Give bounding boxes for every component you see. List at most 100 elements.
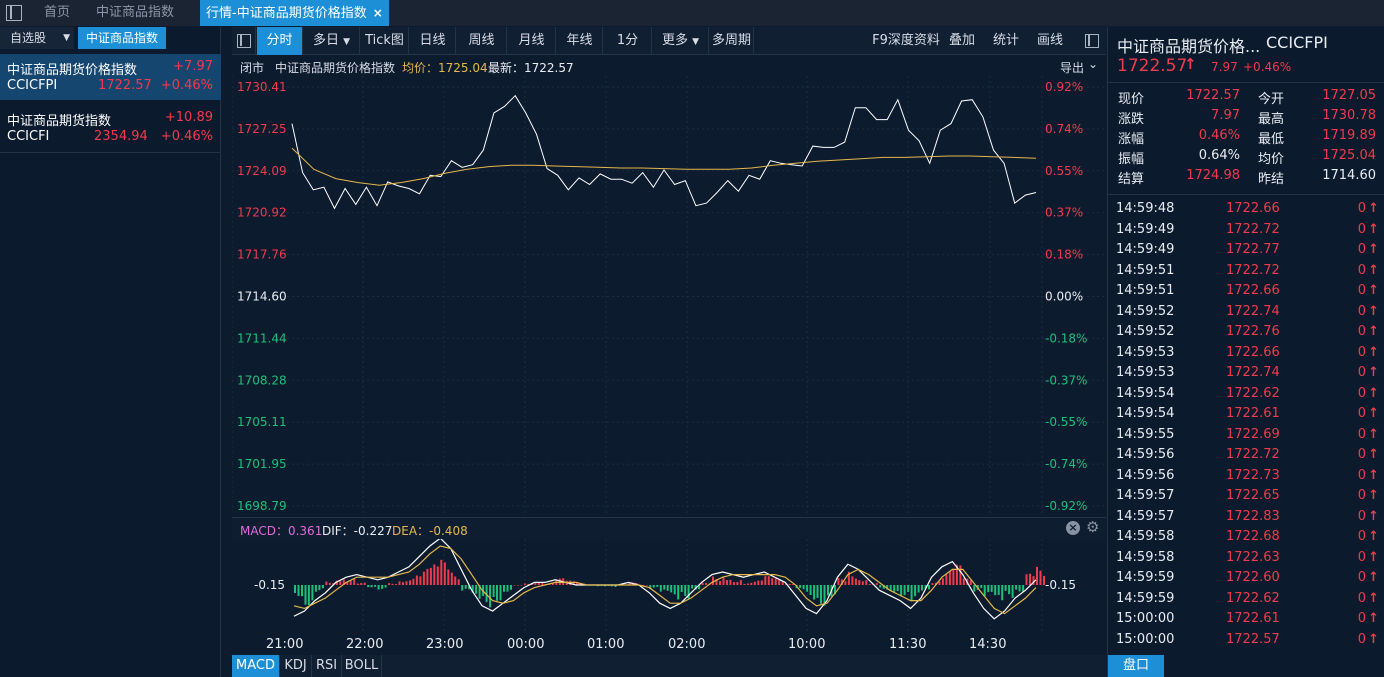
macd-chart[interactable]: -0.15 -0.15 xyxy=(232,539,1106,631)
macd-bar xyxy=(914,585,917,597)
macd-bar xyxy=(691,585,694,589)
watchlist-dropdown[interactable]: 自选股 ▼ xyxy=(0,27,74,49)
tick-volume: 0 xyxy=(1357,549,1366,565)
y-tick-label: 1730.41 xyxy=(237,80,287,94)
macd-bar xyxy=(321,585,324,589)
list-item[interactable]: 中证商品期货指数 +10.89 CCICFI 2354.94 +0.46% xyxy=(0,105,221,151)
macd-bar xyxy=(788,583,791,585)
macd-bar xyxy=(398,581,401,585)
sidebar-toggle-icon[interactable] xyxy=(6,5,22,21)
tick-price: 1722.57 xyxy=(1226,631,1280,647)
macd-bar xyxy=(931,583,934,585)
tick-price: 1722.76 xyxy=(1226,324,1280,339)
tab-tick[interactable]: Tick图 xyxy=(361,27,409,55)
tick-volume: 0 xyxy=(1357,426,1366,442)
macd-bar xyxy=(576,582,579,585)
tab-multi-day[interactable]: 多日 ▼ xyxy=(304,27,360,55)
tick-time: 14:59:58 xyxy=(1116,549,1175,565)
macd-header: MACD：0.361 DIF：-0.227 DEA：-0.408 × ⚙ xyxy=(232,517,1106,539)
tab-boll[interactable]: BOLL xyxy=(342,655,382,677)
tab-more-label: 更多 xyxy=(661,33,688,48)
tick-row: 14:59:59 1722.60 0 ↑ xyxy=(1116,570,1380,591)
tab-multi-period[interactable]: 多周期 xyxy=(710,27,754,55)
tick-volume: 0 xyxy=(1357,570,1366,585)
macd-bar xyxy=(534,582,537,585)
gear-icon[interactable]: ⚙ xyxy=(1086,518,1100,536)
macd-bar xyxy=(499,585,502,601)
intraday-chart[interactable]: 1730.41 0.92% 1727.25 0.74% 1724.09 0.55% 1720… xyxy=(232,76,1106,516)
macd-bar xyxy=(729,579,732,585)
y-tick-pct-label: 0.18% xyxy=(1045,248,1083,262)
macd-bar xyxy=(443,562,446,585)
tick-volume: 0 xyxy=(1357,508,1366,524)
tab-home[interactable]: 首页 xyxy=(44,5,71,20)
list-item[interactable]: 中证商品期货价格指数 +7.97 CCICFPI 1722.57 +0.46% xyxy=(0,54,221,100)
tab-commodity-index-list[interactable]: 中证商品指数 xyxy=(78,27,166,49)
tick-price: 1722.72 xyxy=(1226,262,1280,278)
macd-dif-label: DIF：-0.227 xyxy=(322,524,393,538)
stat-label: 结算 xyxy=(1118,172,1145,187)
tab-commodity-index[interactable]: 中证商品指数 xyxy=(96,5,175,20)
macd-bar xyxy=(705,582,708,585)
stat-value: 1727.05 xyxy=(1322,88,1376,103)
export-button[interactable]: 导出 xyxy=(1060,61,1085,75)
overlay-button[interactable]: 叠加 xyxy=(948,33,975,48)
layout-toggle-icon[interactable] xyxy=(232,27,256,55)
list-item-price: 2354.94 xyxy=(94,129,148,144)
tab-kdj[interactable]: KDJ xyxy=(280,655,312,677)
close-icon[interactable]: × xyxy=(372,6,383,20)
draw-line-button[interactable]: 画线 xyxy=(1036,33,1063,48)
arrow-up-icon: ↑ xyxy=(1368,365,1379,380)
macd-bar xyxy=(429,567,432,585)
macd-bar xyxy=(1008,585,1011,595)
macd-bar xyxy=(642,585,645,586)
macd-bar xyxy=(726,580,728,585)
tab-monthly[interactable]: 月线 xyxy=(508,27,556,55)
macd-bar xyxy=(349,580,352,585)
macd-bar xyxy=(412,578,415,585)
y-tick-label: 1708.28 xyxy=(237,373,287,387)
tab-daily[interactable]: 日线 xyxy=(410,27,456,55)
macd-bar xyxy=(475,585,478,594)
tab-rsi[interactable]: RSI xyxy=(312,655,342,677)
macd-bar xyxy=(1022,585,1025,592)
tab-1min[interactable]: 1分 xyxy=(604,27,652,55)
macd-bar xyxy=(760,580,763,585)
market-status: 闭市 xyxy=(240,61,265,75)
tick-row: 14:59:54 1722.62 0 ↑ xyxy=(1116,386,1380,407)
arrow-up-icon: ↑ xyxy=(1368,467,1379,483)
tab-intraday[interactable]: 分时 xyxy=(257,27,303,55)
macd-bar xyxy=(1011,585,1014,598)
chevron-down-icon[interactable]: ⌄ xyxy=(1088,57,1099,71)
macd-bar xyxy=(537,583,540,585)
macd-bar xyxy=(994,585,997,596)
macd-bar xyxy=(520,585,523,586)
macd-bar xyxy=(903,585,906,596)
orderbook-button[interactable]: 盘口 xyxy=(1108,655,1164,677)
tab-macd[interactable]: MACD xyxy=(232,655,280,677)
tab-more[interactable]: 更多 ▼ xyxy=(653,27,709,55)
collapse-panel-icon[interactable] xyxy=(1080,27,1104,55)
close-icon[interactable]: × xyxy=(1066,521,1080,535)
tab-quote-active[interactable]: 行情-中证商品期货价格指数 × xyxy=(200,0,389,26)
tab-yearly[interactable]: 年线 xyxy=(557,27,603,55)
tick-price: 1722.63 xyxy=(1226,549,1280,565)
macd-bar xyxy=(523,583,526,585)
macd-bar xyxy=(294,585,296,593)
macd-bar xyxy=(415,575,418,585)
macd-dif-line xyxy=(293,539,1037,620)
statistics-button[interactable]: 统计 xyxy=(992,33,1019,48)
macd-tick-label: -0.15 xyxy=(1045,578,1076,592)
tab-weekly[interactable]: 周线 xyxy=(457,27,507,55)
macd-bar xyxy=(419,576,422,585)
x-tick-label: 22:00 xyxy=(346,637,383,652)
y-tick-pct-label: -0.92% xyxy=(1045,499,1087,513)
f9-deep-data-button[interactable]: F9深度资料 xyxy=(872,33,940,48)
macd-tick-label: -0.15 xyxy=(254,578,285,592)
stat-label: 昨结 xyxy=(1258,172,1285,187)
macd-bar xyxy=(436,566,439,585)
macd-bar xyxy=(719,581,721,585)
macd-bar xyxy=(513,585,516,586)
macd-bar xyxy=(938,581,941,585)
macd-bar xyxy=(694,585,697,590)
